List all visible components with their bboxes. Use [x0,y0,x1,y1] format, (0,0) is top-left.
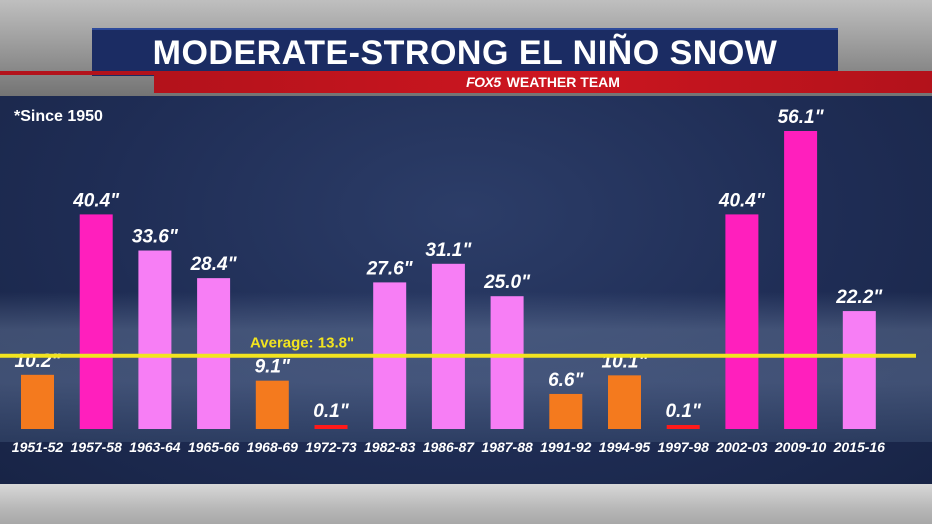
value-label-2015-16: 22.2" [835,287,883,308]
bar-1957-58 [79,214,113,429]
value-label-1987-88: 25.0" [483,272,531,293]
subtitle-bar: FOX5 WEATHER TEAM [154,71,932,93]
value-label-1997-98: 0.1" [665,401,701,422]
subtitle-strip [0,71,154,75]
x-tick-1968-69: 1968-69 [247,439,299,455]
value-label-1972-73: 0.1" [313,401,349,422]
bar-1997-98 [666,425,700,429]
x-tick-1991-92: 1991-92 [540,439,592,455]
bar-1994-95 [608,375,641,429]
fox5-logo: FOX5 [466,74,501,90]
bar-1987-88 [490,296,524,429]
x-tick-1997-98: 1997-98 [658,439,710,455]
x-tick-1951-52: 1951-52 [12,439,64,455]
bar-1968-69 [255,380,289,429]
bar-1963-64 [138,250,172,429]
bar-1991-92 [549,393,583,429]
x-tick-1986-87: 1986-87 [423,439,476,455]
value-label-1965-66: 28.4" [190,254,238,275]
x-tick-1982-83: 1982-83 [364,439,416,455]
bar-1986-87 [431,263,465,429]
value-label-1957-58: 40.4" [72,190,120,211]
value-label-2002-03: 40.4" [718,190,766,211]
bar-2015-16 [842,311,876,429]
value-label-1968-69: 9.1" [255,357,291,378]
bar-2009-10 [784,131,818,429]
value-label-1982-83: 27.6" [366,258,414,279]
since-note: *Since 1950 [14,108,103,125]
x-tick-1987-88: 1987-88 [481,439,533,455]
title-bar: MODERATE-STRONG EL NIÑO SNOW [92,28,838,76]
x-tick-1972-73: 1972-73 [305,439,357,455]
bar-1951-52 [21,374,54,429]
x-tick-2002-03: 2002-03 [715,439,768,455]
bar-1965-66 [197,278,231,429]
bar-2002-03 [725,214,759,429]
value-label-1986-87: 31.1" [425,240,472,261]
value-label-1991-92: 6.6" [548,370,584,391]
x-tick-2015-16: 2015-16 [833,439,886,455]
bar-1972-73 [314,425,348,429]
x-tick-1963-64: 1963-64 [129,439,181,455]
average-label: Average: 13.8" [250,335,354,352]
x-tick-1957-58: 1957-58 [71,439,123,455]
background-snow-ground [0,484,932,524]
x-tick-1994-95: 1994-95 [599,439,651,455]
x-tick-2009-10: 2009-10 [774,439,827,455]
chart-title: MODERATE-STRONG EL NIÑO SNOW [152,33,778,72]
subtitle-text: WEATHER TEAM [506,74,620,90]
x-tick-1965-66: 1965-66 [188,439,240,455]
value-label-2009-10: 56.1" [778,107,825,128]
value-label-1963-64: 33.6" [132,227,179,248]
